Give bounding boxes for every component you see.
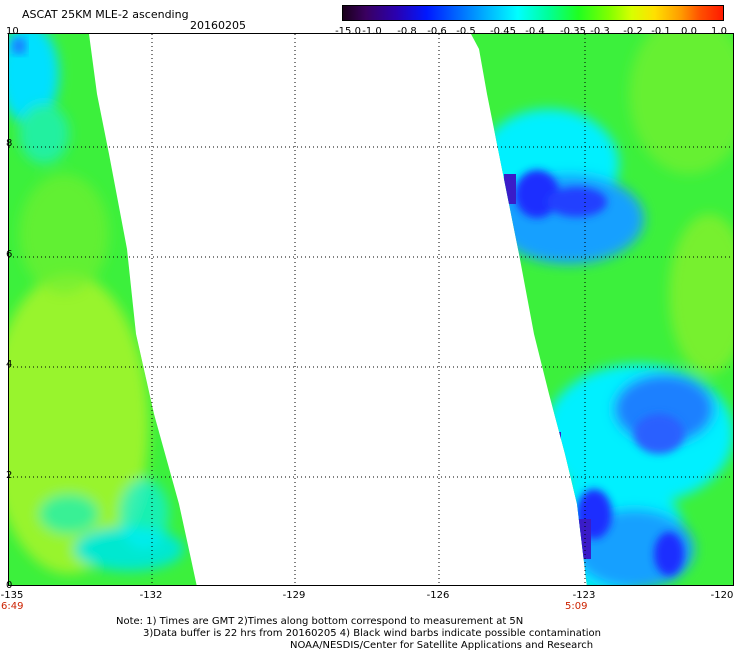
lon-label: -123 bbox=[572, 590, 596, 601]
lat-label: 10 bbox=[6, 26, 19, 37]
lat-label: 8 bbox=[6, 138, 13, 149]
colorbar-label: -0.2 bbox=[623, 26, 643, 37]
swath-map bbox=[9, 34, 733, 585]
colorbar-label: 1.0 bbox=[711, 26, 727, 37]
colorbar-label: -1.0 bbox=[362, 26, 382, 37]
lat-label: 4 bbox=[6, 359, 13, 370]
colorbar-label: 0.0 bbox=[681, 26, 697, 37]
lat-label: 0 bbox=[6, 580, 13, 591]
map-plot bbox=[8, 33, 734, 586]
footer-credit: NOAA/NESDIS/Center for Satellite Applica… bbox=[290, 640, 594, 651]
pass-time: 6:49 bbox=[1, 601, 24, 612]
colorbar-label: -0.45 bbox=[490, 26, 516, 37]
colorbar-label: -0.4 bbox=[525, 26, 545, 37]
right-swath bbox=[471, 34, 733, 585]
lat-label: 2 bbox=[6, 470, 13, 481]
colorbar bbox=[342, 5, 724, 21]
colorbar-label: -15.0 bbox=[335, 26, 361, 37]
colorbar-label: -0.8 bbox=[397, 26, 417, 37]
pass-time: 5:09 bbox=[565, 601, 588, 612]
colorbar-label: -0.3 bbox=[590, 26, 610, 37]
graticule bbox=[9, 34, 733, 585]
footer-note: Note: 1) Times are GMT 2)Times along bot… bbox=[116, 616, 524, 627]
colorbar-label: -0.5 bbox=[456, 26, 476, 37]
colorbar-label: -0.1 bbox=[651, 26, 671, 37]
map-date: 20160205 bbox=[190, 19, 246, 32]
lon-label: -126 bbox=[426, 590, 450, 601]
lon-label: -129 bbox=[282, 590, 306, 601]
lat-label: 6 bbox=[6, 249, 13, 260]
lon-label: -132 bbox=[139, 590, 163, 601]
left-swath bbox=[9, 34, 197, 585]
colorbar-label: -0.35 bbox=[560, 26, 586, 37]
map-title: ASCAT 25KM MLE-2 ascending bbox=[22, 8, 189, 21]
lon-label: -120 bbox=[710, 590, 734, 601]
lon-label: -135 bbox=[0, 590, 24, 601]
footer-note: 3)Data buffer is 22 hrs from 20160205 4)… bbox=[143, 628, 601, 639]
colorbar-label: -0.6 bbox=[427, 26, 447, 37]
